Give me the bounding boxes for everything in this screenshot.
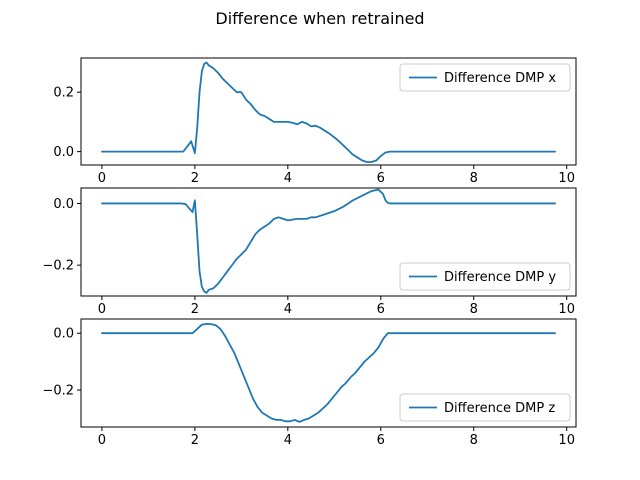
legend-x: Difference DMP x <box>399 63 571 92</box>
y-tick-label: 0.0 <box>53 197 74 212</box>
x-tick-label: 6 <box>377 171 385 186</box>
x-tick-label: 6 <box>377 433 385 448</box>
x-tick-label: 0 <box>98 302 106 317</box>
series-line-x <box>101 61 556 163</box>
x-tick-label: 4 <box>284 302 292 317</box>
x-tick-label: 10 <box>558 171 575 186</box>
x-tick-label: 4 <box>284 171 292 186</box>
subplot-x: 0 2 4 6 8 10 0.0 0.2 Difference DMP x <box>53 57 577 186</box>
legend-label: Difference DMP z <box>444 401 555 416</box>
x-tick-label: 0 <box>98 171 106 186</box>
legend-z: Difference DMP z <box>399 393 571 422</box>
x-tick-label: 0 <box>98 433 106 448</box>
legend-box <box>399 393 571 422</box>
axes-frame <box>80 318 577 428</box>
x-tick-label: 6 <box>377 302 385 317</box>
x-tick-label: 4 <box>284 433 292 448</box>
x-tick-label: 10 <box>558 433 575 448</box>
x-tick-label: 8 <box>470 433 478 448</box>
x-tick-label: 10 <box>558 302 575 317</box>
legend-label: Difference DMP y <box>444 270 556 285</box>
legend-box <box>399 63 571 92</box>
series-line-y <box>101 188 556 294</box>
y-tick-label: −0.2 <box>42 259 74 274</box>
x-tick-label: 2 <box>191 302 199 317</box>
legend-y: Difference DMP y <box>399 262 571 291</box>
legend-box <box>399 262 571 291</box>
y-tick-label: 0.0 <box>53 327 74 342</box>
y-tick-label: −0.2 <box>42 384 74 399</box>
axes-frame <box>80 57 577 166</box>
x-tick-label: 8 <box>470 171 478 186</box>
axes-frame <box>80 187 577 297</box>
figure-title: Difference when retrained <box>215 9 424 28</box>
series-line-z <box>101 322 556 423</box>
subplot-y: 0 2 4 6 8 10 0.0 −0.2 Difference DMP y <box>42 187 577 317</box>
subplot-z: 0 2 4 6 8 10 0.0 −0.2 Difference DMP z <box>42 318 577 448</box>
legend-label: Difference DMP x <box>444 71 556 86</box>
y-tick-label: 0.2 <box>53 86 74 101</box>
y-tick-label: 0.0 <box>53 145 74 160</box>
x-tick-label: 2 <box>191 171 199 186</box>
x-tick-label: 8 <box>470 302 478 317</box>
x-tick-label: 2 <box>191 433 199 448</box>
